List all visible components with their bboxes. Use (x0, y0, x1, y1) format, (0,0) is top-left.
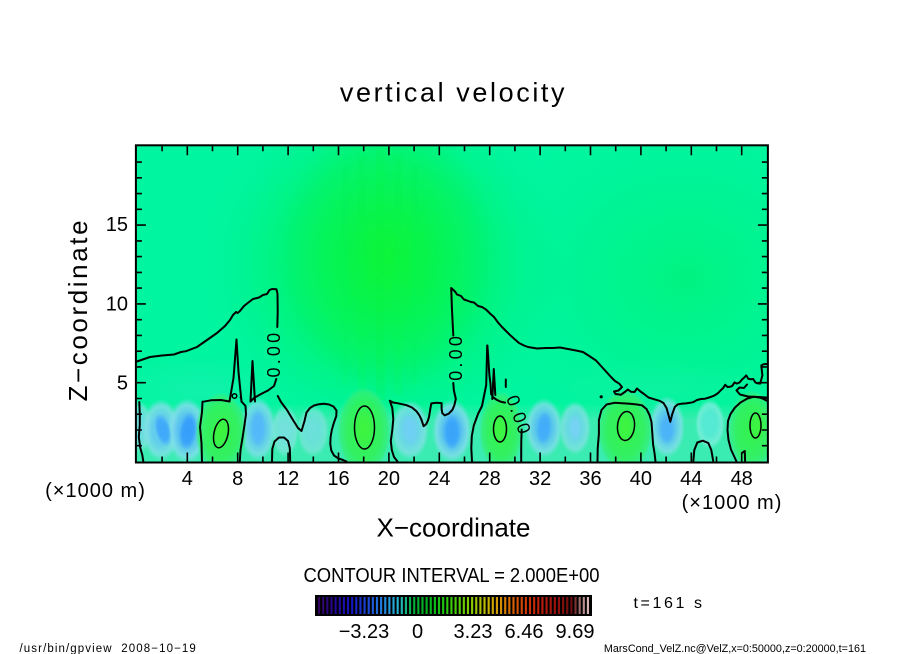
svg-text:32: 32 (529, 468, 551, 490)
svg-text:X−coordinate: X−coordinate (377, 513, 531, 543)
svg-text:/usr/bin/gpview 2008−10−19: /usr/bin/gpview 2008−10−19 (20, 643, 197, 654)
svg-text:0.00: 0.00 (264, 330, 284, 378)
svg-text:0: 0 (412, 621, 423, 643)
svg-text:5: 5 (117, 373, 128, 395)
svg-text:−3.23: −3.23 (339, 621, 390, 643)
svg-text:10: 10 (106, 294, 128, 316)
svg-text:(×1000 m): (×1000 m) (682, 492, 783, 514)
svg-text:vertical velocity: vertical velocity (340, 78, 567, 108)
svg-text:15: 15 (106, 214, 128, 236)
svg-text:9.69: 9.69 (556, 621, 595, 643)
svg-text:48: 48 (731, 468, 753, 490)
svg-text:(×1000 m): (×1000 m) (45, 480, 146, 502)
svg-text:40: 40 (630, 468, 652, 490)
svg-text:Z−coordinate: Z−coordinate (63, 218, 93, 402)
svg-text:44: 44 (680, 468, 702, 490)
svg-text:CONTOUR INTERVAL = 2.000E+00: CONTOUR INTERVAL = 2.000E+00 (304, 565, 600, 587)
svg-text:20: 20 (378, 468, 400, 490)
svg-text:6.46: 6.46 (505, 621, 544, 643)
svg-text:24: 24 (428, 468, 450, 490)
svg-text:8: 8 (232, 468, 243, 490)
svg-text:0.00: 0.00 (446, 333, 466, 381)
svg-text:16: 16 (327, 468, 349, 490)
svg-text:4: 4 (182, 468, 193, 490)
svg-text:28: 28 (479, 468, 501, 490)
svg-text:3.23: 3.23 (454, 621, 493, 643)
svg-text:36: 36 (579, 468, 601, 490)
svg-text:MarsCond_VelZ.nc@VelZ,x=0:5000: MarsCond_VelZ.nc@VelZ,x=0:50000,z=0:2000… (604, 643, 866, 654)
svg-text:t=161 s: t=161 s (634, 595, 705, 612)
svg-text:12: 12 (277, 468, 299, 490)
